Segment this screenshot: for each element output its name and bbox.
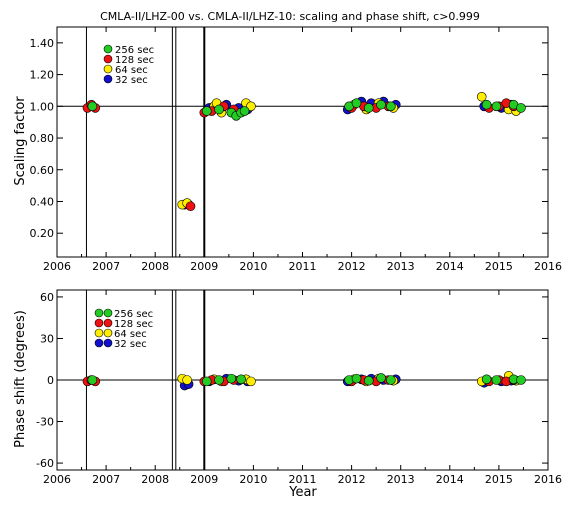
- bottom-data-point: [491, 375, 502, 385]
- bottom-legend-marker: [103, 338, 113, 348]
- top-data-point: [239, 106, 250, 116]
- top-x-tick-label: 2010: [239, 260, 267, 273]
- bottom-y-tick-label: 60: [40, 291, 54, 304]
- top-data-point: [201, 106, 212, 116]
- bottom-data-point: [201, 376, 212, 387]
- bottom-x-tick-label: 2016: [534, 473, 562, 486]
- top-data-point: [246, 101, 256, 112]
- top-x-tick-label: 2012: [338, 260, 366, 273]
- top-data-point: [386, 101, 396, 112]
- bottom-y-axis-label: Phase shift (degrees): [13, 310, 28, 448]
- top-y-tick-label: 0.40: [30, 195, 55, 208]
- top-legend-marker: [103, 54, 113, 64]
- top-panel: 2006 2007 2008 2009 2010 2011 2012 2013 2014 2015…: [30, 26, 562, 273]
- bottom-panel: 2006 2007 2008 2009 2010 2011 2012 2013 2014 2015…: [36, 289, 562, 486]
- top-legend-label: 64 sec: [115, 65, 148, 76]
- bottom-x-tick-label: 2007: [92, 473, 120, 486]
- bottom-legend-marker: [94, 338, 104, 348]
- bottom-x-tick-label: 2013: [387, 473, 415, 486]
- bottom-x-tick-label: 2009: [190, 473, 218, 486]
- bottom-data-point: [481, 374, 492, 385]
- top-data-point: [214, 104, 224, 115]
- top-x-tick-label: 2009: [190, 260, 218, 273]
- top-y-tick-label: 1.00: [30, 100, 55, 113]
- bottom-x-tick-label: 2006: [43, 473, 71, 486]
- top-legend-marker: [103, 44, 113, 54]
- top-y-tick-label: 1.20: [30, 69, 55, 82]
- bottom-y-tick-label: 0: [47, 374, 54, 387]
- bottom-x-tick-label: 2012: [338, 473, 366, 486]
- bottom-y-tick-label: -30: [36, 416, 54, 429]
- bottom-data-point: [246, 376, 256, 387]
- top-y-tick-label: 1.40: [30, 37, 55, 50]
- bottom-legend-label: 64 sec: [114, 329, 147, 340]
- bottom-data-point: [182, 375, 192, 385]
- bottom-y-tick-label: 30: [40, 332, 54, 345]
- top-x-tick-label: 2015: [485, 260, 513, 273]
- bottom-y-tick-label: -60: [36, 457, 54, 470]
- top-data-point: [481, 99, 492, 110]
- top-data-point: [87, 101, 98, 112]
- top-y-tick-label: 0.20: [30, 227, 55, 240]
- bottom-legend-marker: [103, 308, 113, 318]
- bottom-x-tick-label: 2015: [485, 473, 513, 486]
- bottom-data-point: [214, 375, 224, 385]
- top-legend-label: 128 sec: [115, 55, 154, 66]
- top-data-point: [476, 91, 487, 102]
- bottom-data-point: [226, 373, 237, 384]
- bottom-legend-marker: [94, 328, 104, 338]
- top-data-point: [351, 98, 362, 108]
- bottom-x-tick-label: 2008: [141, 473, 169, 486]
- bottom-legend-marker: [103, 328, 113, 338]
- top-x-tick-label: 2007: [92, 260, 120, 273]
- top-data-point: [491, 101, 502, 112]
- top-x-tick-label: 2011: [289, 260, 317, 273]
- bottom-data-point: [363, 375, 374, 386]
- top-y-axis-label: Scaling factor: [13, 96, 28, 186]
- top-legend-marker: [103, 74, 113, 84]
- bottom-x-tick-label: 2014: [436, 473, 464, 486]
- top-legend-label: 32 sec: [115, 75, 148, 86]
- bottom-data-point: [87, 375, 98, 385]
- top-data-point: [363, 103, 374, 113]
- bottom-data-point: [351, 373, 362, 384]
- top-x-tick-label: 2016: [534, 260, 562, 273]
- top-x-tick-label: 2014: [436, 260, 464, 273]
- top-x-tick-label: 2008: [141, 260, 169, 273]
- top-x-tick-label: 2013: [387, 260, 415, 273]
- top-x-tick-label: 2006: [43, 260, 71, 273]
- bottom-data-point: [386, 375, 396, 385]
- bottom-data-point: [516, 375, 526, 385]
- bottom-data-point: [236, 374, 246, 385]
- bottom-x-axis-label: Year: [288, 485, 317, 500]
- bottom-legend-label: 32 sec: [114, 339, 147, 350]
- top-legend-label: 256 sec: [115, 45, 154, 56]
- top-legend-marker: [103, 64, 113, 74]
- top-y-tick-label: 0.60: [30, 164, 55, 177]
- chart-title: CMLA-II/LHZ-00 vs. CMLA-II/LHZ-10: scali…: [100, 10, 480, 23]
- bottom-legend-label: 256 sec: [114, 309, 153, 320]
- bottom-legend-marker: [94, 318, 104, 328]
- bottom-x-tick-label: 2011: [289, 473, 317, 486]
- bottom-x-tick-label: 2010: [239, 473, 267, 486]
- top-data-point: [516, 103, 526, 113]
- bottom-legend-label: 128 sec: [114, 319, 153, 330]
- bottom-legend-marker: [94, 308, 104, 318]
- bottom-data-point: [376, 373, 386, 383]
- top-y-tick-label: 0.80: [30, 132, 55, 145]
- top-data-point: [376, 99, 386, 110]
- top-data-point: [185, 201, 196, 212]
- bottom-legend-marker: [103, 318, 113, 328]
